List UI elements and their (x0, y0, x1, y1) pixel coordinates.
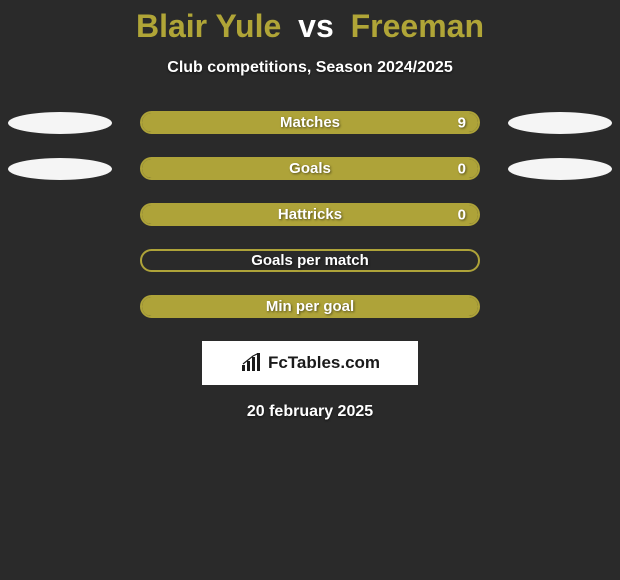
title-player2: Freeman (351, 8, 484, 44)
logo-text: FcTables.com (268, 353, 380, 373)
stat-bar: Hattricks 0 (140, 203, 480, 226)
stat-bar: Goals per match (140, 249, 480, 272)
right-bubble (508, 112, 612, 134)
stat-rows: Matches 9 Goals 0 Hattricks 0 Goals per match M… (0, 111, 620, 318)
title-player1: Blair Yule (136, 8, 281, 44)
stat-label: Matches (280, 114, 340, 131)
stat-row: Matches 9 (0, 111, 620, 134)
logo-box: FcTables.com (202, 341, 418, 385)
stat-bar: Matches 9 (140, 111, 480, 134)
stat-row: Goals 0 (0, 157, 620, 180)
stat-label: Min per goal (266, 298, 354, 315)
page-title: Blair Yule vs Freeman (0, 8, 620, 45)
stat-value: 0 (458, 160, 466, 177)
stat-value: 0 (458, 206, 466, 223)
stat-value: 9 (458, 114, 466, 131)
right-bubble (508, 158, 612, 180)
stat-bar: Min per goal (140, 295, 480, 318)
stat-bar: Goals 0 (140, 157, 480, 180)
stat-label: Hattricks (278, 206, 342, 223)
stat-label: Goals (289, 160, 331, 177)
stat-row: Hattricks 0 (0, 203, 620, 226)
logo: FcTables.com (240, 353, 380, 373)
stat-label: Goals per match (251, 252, 369, 269)
stat-row: Goals per match (0, 249, 620, 272)
stat-row: Min per goal (0, 295, 620, 318)
left-bubble (8, 158, 112, 180)
left-bubble (8, 112, 112, 134)
bars-icon (240, 353, 264, 373)
comparison-card: Blair Yule vs Freeman Club competitions,… (0, 0, 620, 421)
title-vs: vs (290, 8, 342, 44)
subtitle: Club competitions, Season 2024/2025 (0, 59, 620, 77)
date-label: 20 february 2025 (0, 403, 620, 421)
